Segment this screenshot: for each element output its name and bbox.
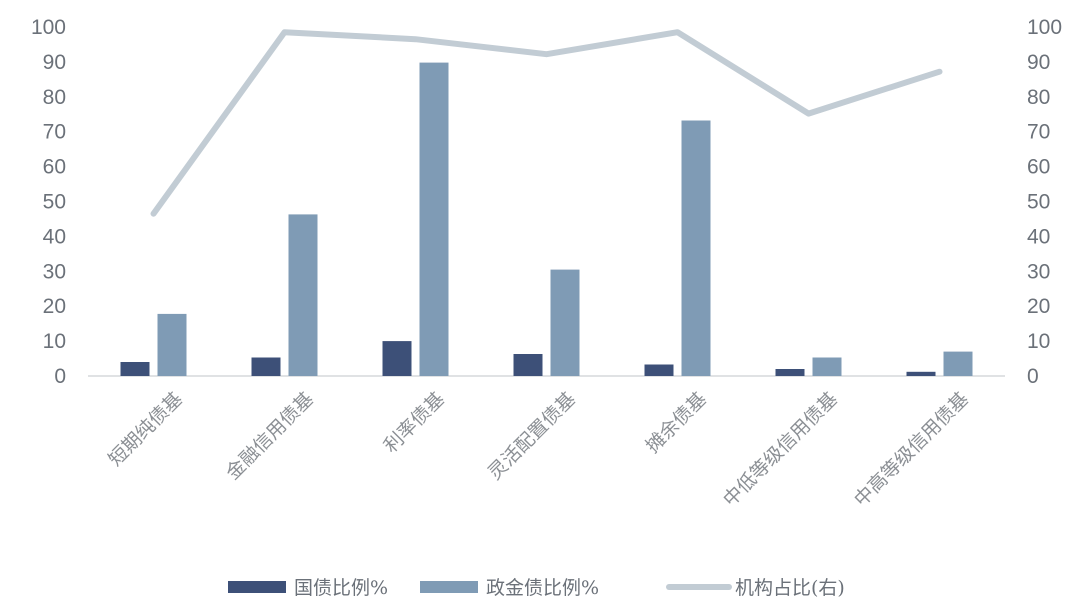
line-series	[150, 29, 943, 217]
right-tick-label: 0	[1027, 365, 1039, 388]
bar-treasury-3	[513, 354, 543, 376]
category-label: 利率债基	[380, 388, 449, 457]
left-tick-label: 90	[43, 51, 66, 74]
category-label: 中低等级信用债基	[719, 388, 842, 511]
right-tick-label: 10	[1027, 330, 1050, 353]
bar-policy-bank-1	[288, 214, 318, 376]
bar-policy-bank-0	[157, 313, 187, 376]
bar-policy-bank-4	[681, 120, 711, 376]
left-y-axis: 0 10 20 30 40 50 60 70 80 90 100	[31, 16, 66, 388]
right-tick-label: 90	[1027, 51, 1050, 74]
right-tick-label: 60	[1027, 156, 1050, 179]
bar-treasury-6	[906, 371, 936, 376]
bar-treasury-5	[775, 369, 805, 376]
bar-policy-bank-6	[943, 351, 973, 376]
left-tick-label: 40	[43, 225, 66, 248]
institution-share-line	[150, 29, 943, 217]
bar-policy-bank-3	[550, 269, 580, 376]
category-label: 金融信用债基	[222, 388, 318, 484]
left-tick-label: 30	[43, 260, 66, 283]
right-tick-label: 40	[1027, 225, 1050, 248]
bar-treasury-1	[251, 357, 281, 376]
left-tick-label: 80	[43, 86, 66, 109]
bar-treasury-4	[644, 364, 674, 376]
left-tick-label: 20	[43, 295, 66, 318]
right-tick-label: 70	[1027, 121, 1050, 144]
legend-swatch	[420, 581, 478, 593]
right-tick-label: 50	[1027, 191, 1050, 214]
left-tick-label: 50	[43, 191, 66, 214]
legend-label: 国债比例%	[294, 577, 388, 599]
left-tick-label: 70	[43, 121, 66, 144]
legend: 国债比例% 政金债比例% 机构占比(右)	[228, 577, 845, 599]
legend-swatch	[228, 581, 286, 593]
category-label: 摊余债基	[642, 388, 711, 457]
bar-treasury-2	[382, 341, 412, 376]
left-tick-label: 100	[31, 16, 66, 39]
category-label: 中高等级信用债基	[850, 388, 973, 511]
right-tick-label: 20	[1027, 295, 1050, 318]
right-y-axis: 0 10 20 30 40 50 60 70 80 90 100	[1027, 16, 1062, 388]
category-labels: 短期纯债基 金融信用债基 利率债基 灵活配置债基 摊余债基 中低等级信用债基 中高等级信用债…	[104, 388, 973, 511]
legend-label: 政金债比例%	[486, 577, 599, 599]
left-tick-label: 0	[54, 365, 66, 388]
left-tick-label: 10	[43, 330, 66, 353]
bar-policy-bank-5	[812, 357, 842, 376]
bar-policy-bank-2	[419, 62, 449, 376]
right-tick-label: 100	[1027, 16, 1062, 39]
right-tick-label: 80	[1027, 86, 1050, 109]
category-label: 灵活配置债基	[484, 388, 580, 484]
right-tick-label: 30	[1027, 260, 1050, 283]
bar-treasury-0	[120, 362, 150, 376]
left-tick-label: 60	[43, 156, 66, 179]
bars	[120, 62, 973, 376]
category-label: 短期纯债基	[104, 388, 187, 471]
legend-label: 机构占比(右)	[735, 577, 845, 599]
